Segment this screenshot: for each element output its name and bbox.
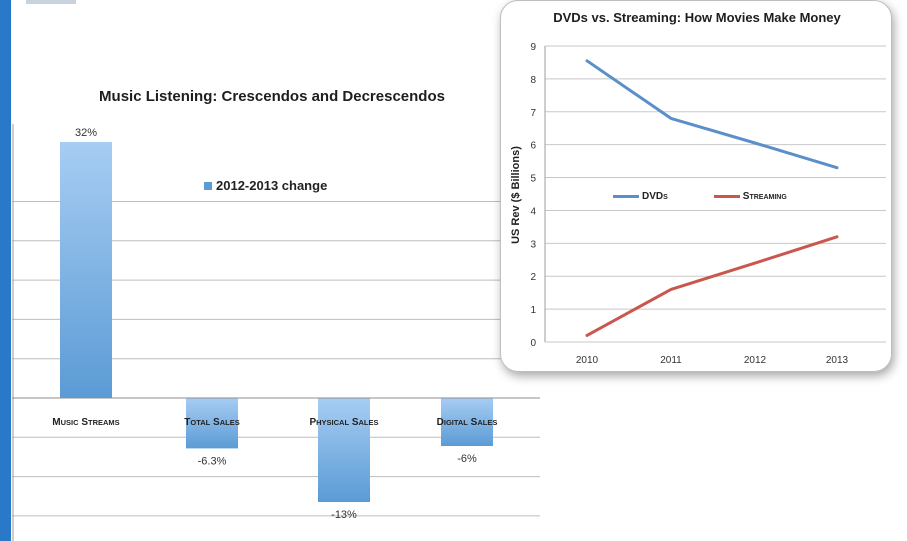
line-y-tick-label: 3 — [530, 239, 536, 250]
line-x-tick-label: 2010 — [576, 355, 599, 366]
left-accent-bar — [0, 0, 11, 541]
bar-value-label: -6% — [457, 453, 477, 465]
line-gridlines — [545, 45, 886, 343]
line-y-tick-label: 2 — [530, 272, 536, 283]
line-chart-y-axis-label: US Rev ($ Billions) — [510, 146, 522, 244]
top-decoration — [26, 0, 76, 4]
music-bar-chart: 32% MUSIC STREAMS -6.3% TOTAL SALES -13% PHYS… — [12, 80, 552, 541]
legend-line-dvds — [613, 195, 639, 198]
movies-line-chart-panel: 0 1 2 3 4 5 6 7 8 9 2010 2011 2012 2013 DVDs vs. Stre… — [500, 0, 892, 372]
bar-value-label: -6.3% — [198, 455, 227, 467]
bar-category-label: PHYSICAL SALES — [309, 417, 378, 428]
line-y-tick-label: 8 — [530, 75, 536, 86]
bar-category-label: MUSIC STREAMS — [52, 417, 119, 428]
bar-value-label: 32% — [75, 127, 97, 139]
line-y-tick-label: 5 — [530, 174, 536, 185]
legend-item-dvds: DVDs — [613, 191, 668, 202]
bar-4 — [441, 398, 493, 446]
legend-line-streaming — [713, 195, 740, 198]
line-chart-legend: DVDs Streaming — [613, 191, 787, 202]
line-y-tick-label: 9 — [530, 42, 536, 53]
series-line-streaming — [585, 235, 839, 337]
series-line-dvds — [585, 59, 839, 170]
line-y-tick-label: 0 — [530, 338, 536, 349]
line-chart-svg: 0 1 2 3 4 5 6 7 8 9 2010 2011 2012 2013 — [530, 42, 886, 366]
line-chart-title: DVDs vs. Streaming: How Movies Make Mone… — [553, 10, 841, 25]
bar-chart-svg: 32% MUSIC STREAMS -6.3% TOTAL SALES -13% PHYS… — [12, 124, 540, 541]
legend-label-dvds: DVDs — [642, 191, 668, 202]
bar-1 — [60, 142, 112, 398]
line-y-tick-label: 4 — [530, 206, 536, 217]
bar-chart-title: Music Listening: Crescendos and Decresce… — [99, 88, 445, 105]
line-x-tick-label: 2012 — [744, 355, 767, 366]
legend-label-streaming: Streaming — [742, 191, 787, 202]
legend-swatch — [204, 181, 212, 190]
line-y-tick-label: 6 — [530, 141, 536, 152]
bar-3 — [318, 398, 370, 502]
bar-chart-legend: 2012-2013 change — [204, 178, 327, 193]
bar-value-label: -13% — [331, 509, 357, 521]
legend-label: 2012-2013 change — [216, 178, 328, 193]
line-x-tick-label: 2013 — [826, 355, 849, 366]
bar-2 — [186, 398, 238, 449]
line-y-tick-label: 7 — [530, 108, 536, 119]
line-y-tick-label: 1 — [530, 305, 536, 316]
bar-category-label: TOTAL SALES — [184, 417, 239, 428]
bar-category-label: DIGITAL SALES — [437, 417, 498, 428]
legend-item-streaming: Streaming — [713, 191, 787, 202]
line-x-tick-label: 2011 — [660, 355, 682, 366]
